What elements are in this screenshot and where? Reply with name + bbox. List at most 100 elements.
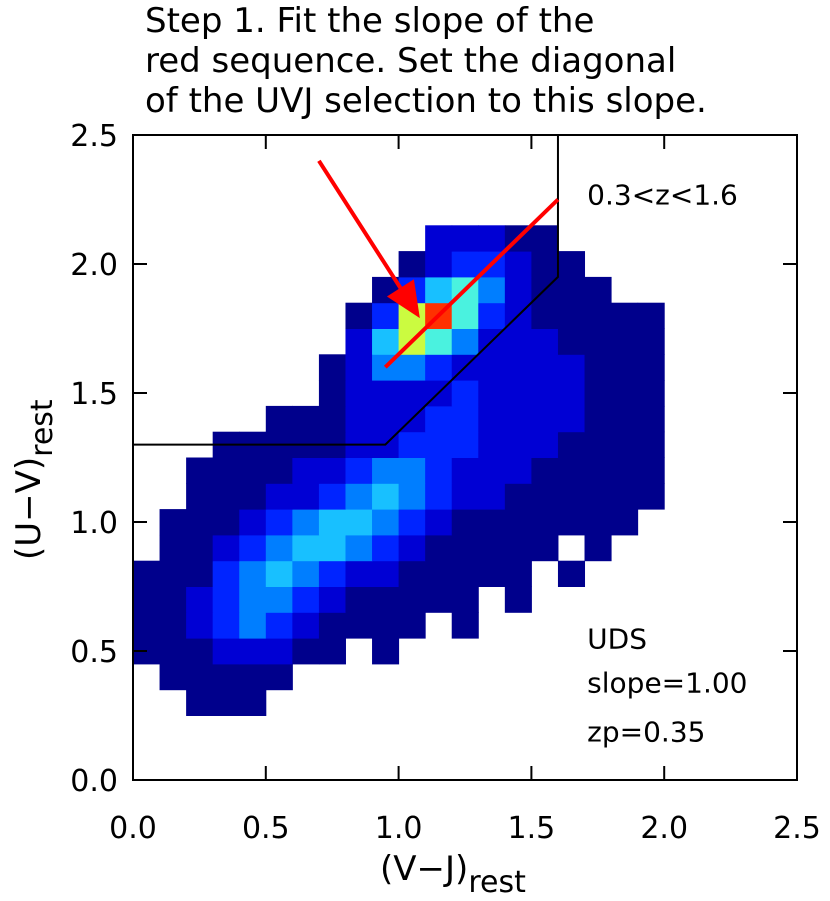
density-cell [265,586,293,613]
x-tick-label: 0.5 [242,811,290,846]
density-cell [318,354,346,381]
density-cell [265,560,293,587]
density-cell [239,509,267,536]
density-cell [451,534,479,562]
density-cell [425,251,453,278]
density-cell [584,276,612,304]
density-cell [478,560,506,587]
density-cell [504,560,532,587]
density-cell [345,380,373,407]
density-cell [451,328,479,355]
density-cell [212,586,240,613]
density-cell [451,405,479,433]
density-cell [265,483,293,510]
density-cell [212,509,240,536]
density-cell [504,251,532,278]
density-cell [318,534,346,562]
density-cell [345,405,373,433]
density-cell [637,483,665,510]
density-cell [186,638,214,665]
density-cell [265,509,293,536]
density-cell [637,354,665,381]
density-cell [504,586,532,613]
x-axis-label-sub: rest [468,865,526,900]
density-cell [557,354,586,381]
density-cell [478,302,506,329]
density-cell [159,638,187,665]
density-cell [504,534,532,562]
density-cell [637,431,665,458]
annotation: 0.3<z<1.6 [587,179,738,212]
density-cell [504,509,532,536]
density-cell [159,612,187,639]
density-cell [186,457,214,484]
density-cell [557,251,586,278]
density-cell [265,534,293,562]
density-cell [425,560,453,587]
density-cell [318,612,346,639]
density-cell [186,689,214,716]
x-tick-label: 1.5 [508,811,556,846]
density-cell [186,534,214,562]
density-cell [425,586,453,613]
density-cell [372,560,400,587]
density-cell [159,663,187,691]
density-cell [584,431,612,458]
x-tick-label: 0.0 [109,811,157,846]
y-tick-label: 1.0 [70,506,118,541]
density-cell [265,612,293,639]
density-cell [292,509,320,536]
density-cell [425,328,453,355]
density-cell [504,405,532,433]
density-cell [318,509,346,536]
density-cell [239,689,267,716]
density-cell [372,405,400,433]
y-tick-label: 2.0 [70,248,118,283]
density-cell [611,405,639,433]
density-cell [292,638,320,665]
density-cell [159,509,187,536]
density-cell [372,328,400,355]
density-cell [611,302,639,329]
density-cell [425,483,453,510]
density-cell [239,586,267,613]
density-cell [557,302,586,329]
chart-title: Step 1. Fit the slope of the [145,1,594,41]
density-cell [531,251,559,278]
density-cell [584,354,612,381]
density-cell [133,612,161,639]
density-cell [345,612,373,639]
density-cell [584,405,612,433]
density-cell [133,560,161,587]
density-cell [584,328,612,355]
density-cell [186,612,214,639]
density-cell [451,225,479,252]
density-cell [425,354,453,381]
density-cell [292,534,320,562]
density-cell [504,483,532,510]
density-cell [212,689,240,716]
density-cell [584,534,612,562]
density-cell [318,380,346,407]
y-axis-label: (U−V)rest [9,399,60,560]
x-tick-label: 2.0 [640,811,688,846]
density-cell [212,612,240,639]
density-cell [478,457,506,484]
density-cell [425,509,453,536]
density-cell [637,405,665,433]
density-cell [398,560,426,587]
density-cell [504,380,532,407]
density-cell [557,405,586,433]
density-cell [372,638,400,665]
density-cell [212,483,240,510]
density-cell [611,328,639,355]
density-cell [159,534,187,562]
density-cell [451,380,479,407]
density-cell [133,586,161,613]
density-cell [318,483,346,510]
density-cell [345,302,373,329]
density-cell [186,509,214,536]
density-cell [398,354,426,381]
density-cell [318,560,346,587]
density-cell [557,483,586,510]
